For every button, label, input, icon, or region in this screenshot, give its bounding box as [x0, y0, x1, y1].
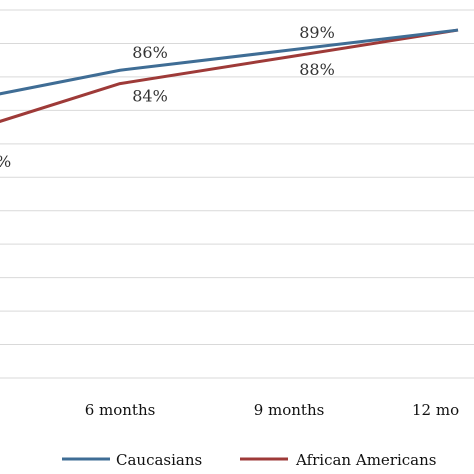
series-line-african-americans [0, 28, 459, 123]
series-line-caucasians [0, 28, 459, 96]
gridlines [0, 9, 474, 379]
data-label: 88% [299, 60, 335, 79]
legend-label-african-americans: African Americans [295, 451, 436, 469]
legend-label-caucasians: Caucasians [116, 451, 202, 469]
x-axis: 6 months 9 months 12 mo [85, 401, 459, 419]
data-label: % [0, 152, 11, 171]
legend: Caucasians African Americans [62, 451, 436, 469]
data-label: 84% [132, 87, 168, 106]
x-tick-label: 9 months [254, 401, 325, 419]
data-label: 89% [299, 23, 335, 42]
data-label: 86% [132, 43, 168, 62]
x-tick-label: 12 mo [412, 401, 459, 419]
series-lines [0, 28, 459, 123]
data-labels: 86% 89%% 84% 88% [0, 23, 335, 171]
x-tick-label: 6 months [85, 401, 156, 419]
